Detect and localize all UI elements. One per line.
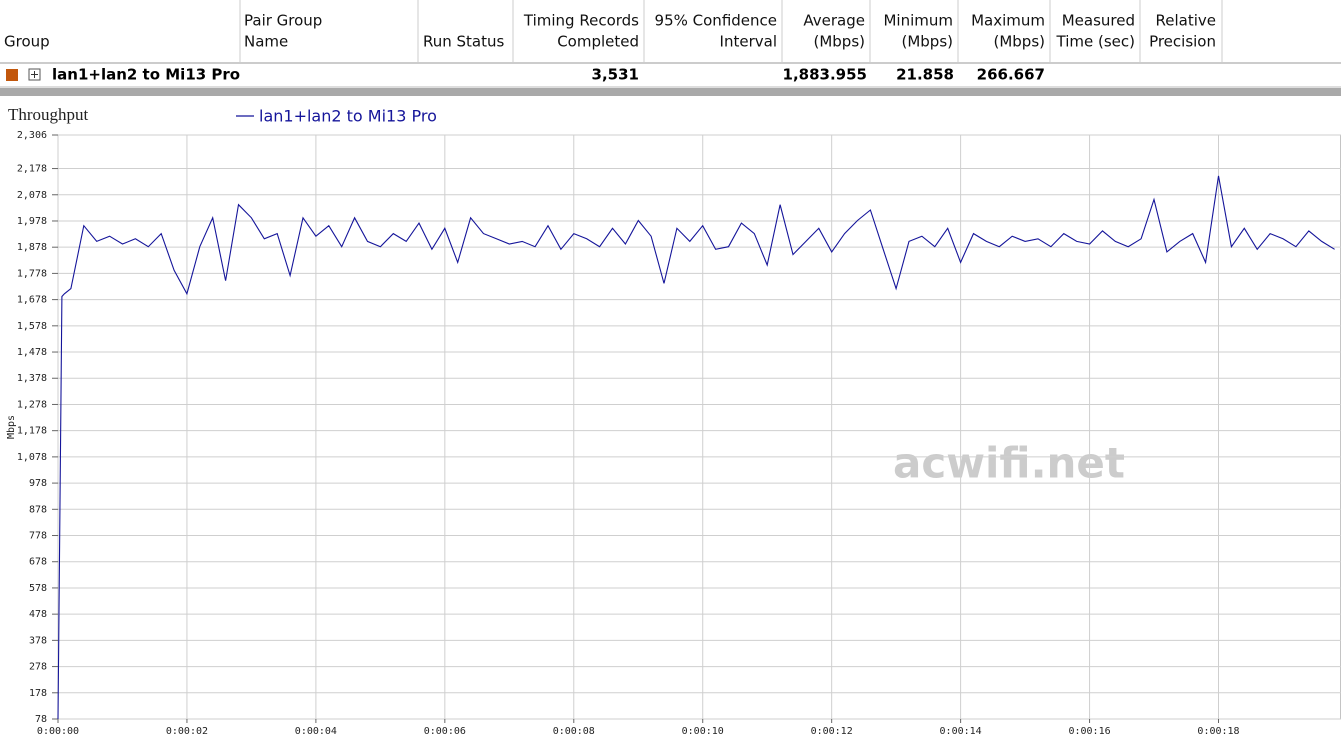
x-tick-label: 0:00:16 — [1068, 726, 1110, 737]
watermark: acwifi.net — [893, 439, 1125, 488]
column-header: Run Status — [423, 33, 505, 51]
y-tick-label: 1,978 — [17, 216, 47, 227]
y-tick-label: 578 — [29, 583, 47, 594]
column-header: Completed — [557, 33, 639, 51]
x-tick-label: 0:00:12 — [811, 726, 853, 737]
row-cell: 266.667 — [977, 66, 1045, 84]
y-tick-label: 1,178 — [17, 426, 47, 437]
y-tick-label: 2,306 — [17, 130, 47, 141]
y-tick-label: 1,778 — [17, 268, 47, 279]
row-cell: 3,531 — [592, 66, 639, 84]
y-tick-label: 2,078 — [17, 190, 47, 201]
y-tick-label: 1,278 — [17, 399, 47, 410]
y-tick-label: 1,578 — [17, 321, 47, 332]
plot — [57, 134, 1341, 720]
y-tick-label: 1,378 — [17, 373, 47, 384]
column-header: Measured — [1062, 12, 1135, 30]
x-tick-label: 0:00:02 — [166, 726, 208, 737]
column-header: Group — [4, 33, 50, 51]
column-header: Maximum — [971, 12, 1045, 30]
column-header: Timing Records — [523, 12, 639, 30]
x-tick-label: 0:00:04 — [295, 726, 337, 737]
column-header: (Mbps) — [993, 33, 1045, 51]
y-tick-label: 478 — [29, 609, 47, 620]
expand-plus — [31, 71, 38, 78]
header-bg — [0, 0, 1341, 63]
x-tick-label: 0:00:08 — [553, 726, 595, 737]
x-tick-label: 0:00:06 — [424, 726, 466, 737]
y-axis-label: Mbps — [6, 415, 17, 439]
group-icon[interactable] — [6, 69, 18, 81]
y-tick-label: 278 — [29, 662, 47, 673]
y-tick-label: 1,478 — [17, 347, 47, 358]
column-header: Relative — [1156, 12, 1217, 30]
row-cell: lan1+lan2 to Mi13 Pro — [52, 66, 240, 84]
y-tick-label: 1,078 — [17, 452, 47, 463]
column-header: Precision — [1149, 33, 1216, 51]
x-tick-label: 0:00:18 — [1197, 726, 1239, 737]
x-tick-label: 0:00:00 — [37, 726, 79, 737]
column-header: Interval — [720, 33, 777, 51]
column-header: 95% Confidence — [655, 12, 777, 30]
x-tick-label: 0:00:10 — [682, 726, 724, 737]
y-tick-label: 1,878 — [17, 242, 47, 253]
row-cell: 1,883.955 — [783, 66, 867, 84]
column-header: (Mbps) — [901, 33, 953, 51]
column-header: Pair Group — [244, 12, 322, 30]
column-header: (Mbps) — [813, 33, 865, 51]
chart-title: Throughput — [8, 105, 89, 124]
y-tick-label: 378 — [29, 635, 47, 646]
column-header: Average — [803, 12, 865, 30]
y-tick-label: 678 — [29, 557, 47, 568]
column-header: Time (sec) — [1056, 33, 1135, 51]
splitter — [0, 88, 1341, 96]
y-tick-label: 778 — [29, 531, 47, 542]
series-line — [57, 175, 1335, 720]
y-tick-label: 1,678 — [17, 295, 47, 306]
y-tick-label: 78 — [35, 714, 47, 725]
column-header: Minimum — [883, 12, 953, 30]
y-tick-label: 878 — [29, 504, 47, 515]
plot-frame — [57, 134, 1341, 720]
y-tick-label: 2,178 — [17, 164, 47, 175]
y-tick-label: 178 — [29, 688, 47, 699]
column-header: Name — [244, 33, 288, 51]
x-tick-label: 0:00:14 — [940, 726, 982, 737]
row-cell: 21.858 — [896, 66, 954, 84]
legend-label: lan1+lan2 to Mi13 Pro — [259, 107, 437, 126]
y-tick-label: 978 — [29, 478, 47, 489]
